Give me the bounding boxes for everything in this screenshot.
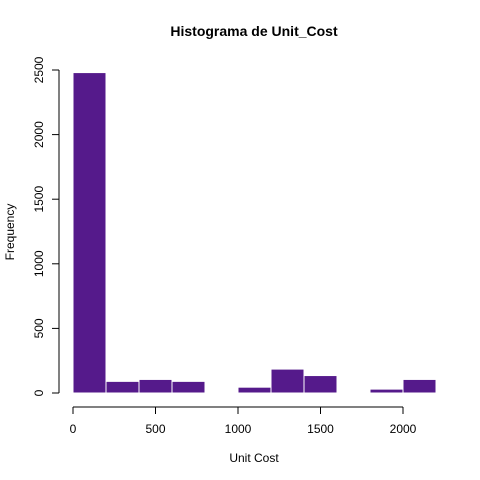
x-axis: 0 500 1000 1500 2000 [70, 406, 417, 436]
y-axis: 0 500 1000 1500 2000 2500 [32, 56, 60, 396]
bars-group [72, 72, 437, 394]
x-tick-label: 1500 [307, 422, 334, 436]
histogram-bar [402, 378, 437, 394]
x-tick-label: 0 [70, 422, 77, 436]
x-tick-label: 2000 [390, 422, 417, 436]
histogram-bar [72, 72, 107, 394]
y-tick-label: 500 [32, 318, 46, 338]
x-tick-label: 1000 [225, 422, 252, 436]
x-axis-label: Unit Cost [229, 451, 279, 465]
histogram-bar [105, 380, 140, 394]
histogram-bar [138, 378, 173, 394]
y-axis-label: Frequency [3, 204, 17, 261]
histogram-bar [237, 386, 272, 394]
y-tick-label: 2500 [32, 56, 46, 83]
histogram-bar [369, 388, 404, 394]
y-tick-label: 2000 [32, 121, 46, 148]
y-tick-label: 1000 [32, 250, 46, 277]
histogram-bar [270, 368, 305, 394]
y-tick-label: 0 [32, 389, 46, 396]
y-tick-label: 1500 [32, 186, 46, 213]
x-tick-label: 500 [145, 422, 165, 436]
chart-title: Histograma de Unit_Cost [170, 23, 338, 39]
histogram-bar [171, 380, 206, 394]
histogram-bar [303, 375, 338, 394]
